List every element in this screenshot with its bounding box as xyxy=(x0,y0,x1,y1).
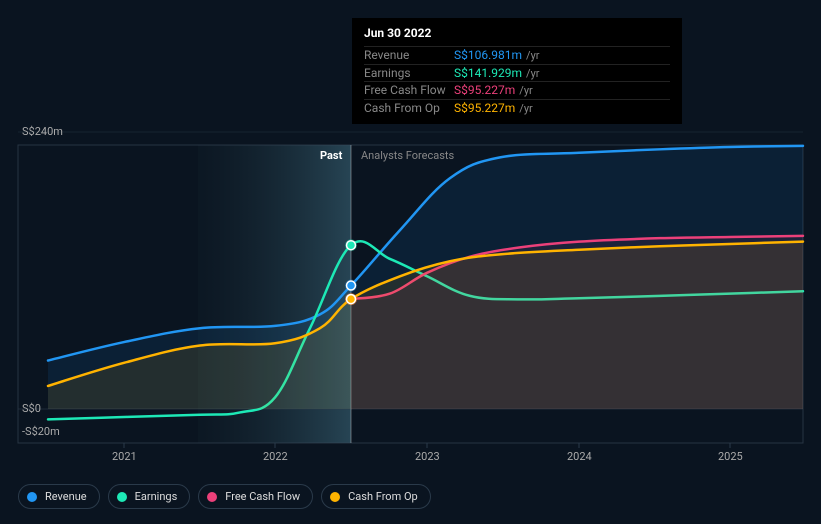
tooltip-label: Earnings xyxy=(364,66,454,80)
legend-label: Revenue xyxy=(45,490,87,503)
tooltip-label: Cash From Op xyxy=(364,101,454,115)
y-tick-neg20: -S$20m xyxy=(22,425,60,438)
period-past-label: Past xyxy=(320,149,342,162)
x-tick-2021: 2021 xyxy=(112,450,137,463)
x-tick-2022: 2022 xyxy=(263,450,288,463)
tooltip-unit: /yr xyxy=(519,102,532,115)
tooltip-label: Revenue xyxy=(364,48,454,62)
tooltip-row-cfo: Cash From Op S$95.227m /yr xyxy=(364,99,670,116)
legend: Revenue Earnings Free Cash Flow Cash Fro… xyxy=(18,484,431,509)
legend-item-fcf[interactable]: Free Cash Flow xyxy=(198,484,313,509)
tooltip-value: S$141.929m xyxy=(454,66,522,80)
period-forecast-label: Analysts Forecasts xyxy=(361,149,454,162)
legend-label: Cash From Op xyxy=(348,490,418,503)
tooltip-value: S$106.981m xyxy=(454,48,522,62)
tooltip-label: Free Cash Flow xyxy=(364,83,454,97)
tooltip-unit: /yr xyxy=(526,49,539,62)
legend-item-revenue[interactable]: Revenue xyxy=(18,484,100,509)
legend-item-cfo[interactable]: Cash From Op xyxy=(321,484,431,509)
legend-label: Earnings xyxy=(135,490,178,503)
legend-dot-icon xyxy=(330,492,340,502)
tooltip-unit: /yr xyxy=(526,67,539,80)
x-tick-2023: 2023 xyxy=(415,450,440,463)
x-tick-2025: 2025 xyxy=(718,450,743,463)
financials-chart: S$240m S$0 -S$20m Past Analysts Forecast… xyxy=(0,0,821,524)
legend-label: Free Cash Flow xyxy=(225,490,300,503)
legend-item-earnings[interactable]: Earnings xyxy=(108,484,191,509)
legend-dot-icon xyxy=(117,492,127,502)
tooltip-date: Jun 30 2022 xyxy=(364,26,670,40)
tooltip-row-fcf: Free Cash Flow S$95.227m /yr xyxy=(364,81,670,98)
legend-dot-icon xyxy=(27,492,37,502)
tooltip-value: S$95.227m xyxy=(454,83,515,97)
tooltip-value: S$95.227m xyxy=(454,101,515,115)
tooltip-row-earnings: Earnings S$141.929m /yr xyxy=(364,64,670,81)
tooltip: Jun 30 2022 Revenue S$106.981m /yr Earni… xyxy=(352,18,682,124)
x-tick-2024: 2024 xyxy=(567,450,592,463)
y-tick-240: S$240m xyxy=(22,125,63,138)
y-tick-0: S$0 xyxy=(22,402,41,415)
tooltip-row-revenue: Revenue S$106.981m /yr xyxy=(364,46,670,63)
legend-dot-icon xyxy=(207,492,217,502)
tooltip-unit: /yr xyxy=(519,84,532,97)
